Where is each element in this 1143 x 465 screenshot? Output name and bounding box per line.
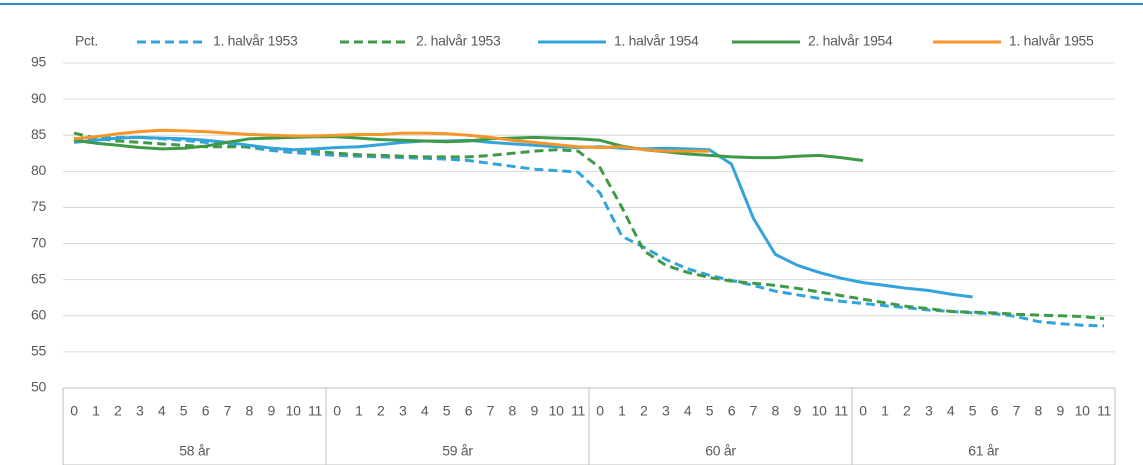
x-tick-label: 11 — [308, 403, 322, 419]
x-tick-label: 8 — [1035, 403, 1043, 419]
y-tick-label: 65 — [31, 270, 46, 286]
y-tick-label: 50 — [31, 379, 46, 395]
x-tick-label: 10 — [1075, 403, 1090, 419]
x-tick-label: 5 — [706, 403, 714, 419]
x-tick-label: 1 — [881, 403, 889, 419]
x-tick-label: 0 — [70, 403, 78, 419]
x-tick-label: 10 — [549, 403, 564, 419]
x-tick-label: 7 — [487, 403, 495, 419]
x-tick-label: 2 — [377, 403, 385, 419]
x-tick-label: 5 — [969, 403, 977, 419]
x-tick-label: 5 — [443, 403, 451, 419]
x-tick-label: 0 — [859, 403, 867, 419]
series-line — [73, 131, 1105, 321]
y-tick-label: 80 — [31, 162, 46, 178]
x-tick-label: 7 — [224, 403, 232, 419]
x-tick-label: 4 — [684, 403, 692, 419]
x-tick-label: 3 — [399, 403, 407, 419]
x-tick-label: 2 — [114, 403, 122, 419]
x-tick-label: 8 — [246, 403, 254, 419]
y-tick-label: 85 — [31, 126, 46, 142]
group-label: 61 år — [968, 443, 999, 459]
x-tick-label: 0 — [333, 403, 341, 419]
group-label: 60 år — [705, 443, 736, 459]
x-tick-label: 2 — [640, 403, 648, 419]
y-tick-label: 55 — [31, 343, 46, 359]
x-tick-label: 10 — [812, 403, 827, 419]
x-tick-label: 6 — [991, 403, 999, 419]
x-tick-label: 6 — [465, 403, 473, 419]
x-tick-label: 0 — [596, 403, 604, 419]
x-tick-label: 4 — [421, 403, 429, 419]
group-label: 58 år — [179, 443, 210, 459]
x-tick-label: 9 — [267, 403, 275, 419]
series-line — [73, 135, 1105, 328]
x-tick-label: 7 — [1013, 403, 1021, 419]
y-tick-label: 70 — [31, 234, 46, 250]
x-tick-label: 5 — [180, 403, 188, 419]
x-tick-label: 11 — [571, 403, 585, 419]
x-tick-label: 1 — [355, 403, 363, 419]
x-tick-label: 2 — [903, 403, 911, 419]
y-tick-label: 60 — [31, 306, 46, 322]
x-tick-label: 3 — [662, 403, 670, 419]
x-tick-label: 8 — [772, 403, 780, 419]
legend-label: 1. halvår 1953 — [213, 33, 298, 49]
series-line — [73, 135, 864, 162]
x-tick-label: 9 — [530, 403, 538, 419]
legend-label: 1. halvår 1954 — [614, 33, 699, 49]
x-tick-label: 9 — [1056, 403, 1064, 419]
group-label: 59 år — [442, 443, 473, 459]
series-line — [73, 128, 710, 153]
x-tick-label: 4 — [158, 403, 166, 419]
x-tick-label: 1 — [618, 403, 626, 419]
x-tick-label: 3 — [136, 403, 144, 419]
y-axis-label: Pct. — [75, 33, 98, 49]
x-tick-label: 6 — [728, 403, 736, 419]
x-tick-label: 3 — [925, 403, 933, 419]
x-tick-label: 11 — [834, 403, 848, 419]
x-tick-label: 7 — [750, 403, 758, 419]
x-tick-label: 9 — [793, 403, 801, 419]
series-line — [73, 135, 973, 299]
y-tick-label: 95 — [31, 54, 46, 70]
x-tick-label: 1 — [92, 403, 100, 419]
legend-label: 1. halvår 1955 — [1009, 33, 1094, 49]
legend-label: 2. halvår 1953 — [416, 33, 501, 49]
legend-label: 2. halvår 1954 — [808, 33, 893, 49]
y-tick-label: 90 — [31, 90, 46, 106]
y-tick-label: 75 — [31, 198, 46, 214]
x-tick-label: 11 — [1097, 403, 1111, 419]
x-tick-label: 8 — [509, 403, 517, 419]
x-tick-label: 4 — [947, 403, 955, 419]
x-tick-label: 6 — [202, 403, 210, 419]
x-tick-label: 10 — [286, 403, 301, 419]
